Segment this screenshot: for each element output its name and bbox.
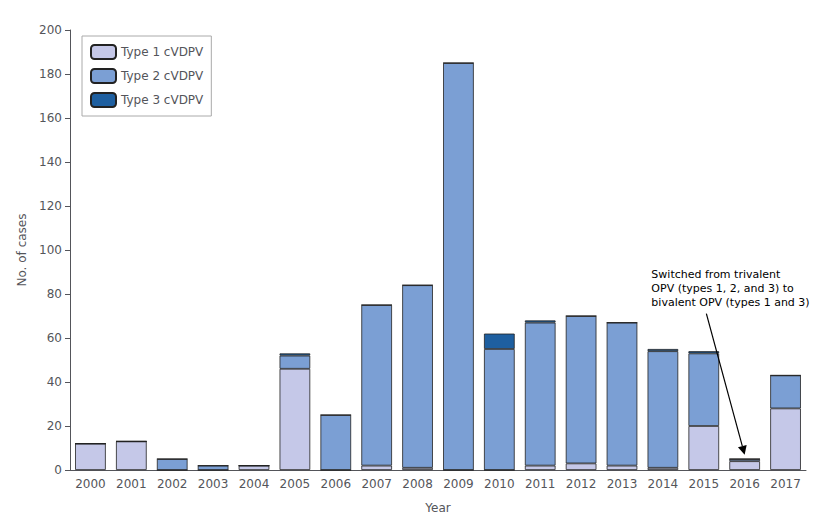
svg-text:2015: 2015 — [689, 477, 720, 491]
svg-text:No. of cases: No. of cases — [15, 214, 29, 287]
svg-text:80: 80 — [47, 287, 62, 301]
svg-text:bivalent OPV (types 1 and 3): bivalent OPV (types 1 and 3) — [651, 296, 809, 309]
svg-text:2017: 2017 — [770, 477, 801, 491]
svg-text:120: 120 — [39, 199, 62, 213]
svg-text:180: 180 — [39, 67, 62, 81]
svg-text:Type 2 cVDPV: Type 2 cVDPV — [120, 69, 204, 83]
svg-text:2009: 2009 — [443, 477, 474, 491]
svg-text:2014: 2014 — [648, 477, 679, 491]
svg-text:160: 160 — [39, 111, 62, 125]
svg-text:Switched from trivalent: Switched from trivalent — [651, 268, 781, 281]
svg-text:2008: 2008 — [402, 477, 433, 491]
svg-text:20: 20 — [47, 419, 62, 433]
svg-text:2013: 2013 — [607, 477, 638, 491]
svg-text:140: 140 — [39, 155, 62, 169]
svg-text:2003: 2003 — [198, 477, 229, 491]
svg-text:Type 1 cVDPV: Type 1 cVDPV — [120, 45, 204, 59]
svg-text:60: 60 — [47, 331, 62, 345]
svg-text:2004: 2004 — [239, 477, 270, 491]
svg-text:2007: 2007 — [361, 477, 392, 491]
svg-text:100: 100 — [39, 243, 62, 257]
svg-text:Type 3 cVDPV: Type 3 cVDPV — [120, 93, 204, 107]
svg-text:2006: 2006 — [321, 477, 352, 491]
svg-text:2016: 2016 — [729, 477, 760, 491]
svg-text:40: 40 — [47, 375, 62, 389]
svg-text:200: 200 — [39, 23, 62, 37]
svg-text:2000: 2000 — [75, 477, 106, 491]
svg-text:0: 0 — [54, 463, 62, 477]
svg-text:2011: 2011 — [525, 477, 556, 491]
svg-text:2010: 2010 — [484, 477, 515, 491]
svg-text:Year: Year — [424, 501, 450, 515]
svg-text:OPV (types 1, 2, and 3) to: OPV (types 1, 2, and 3) to — [651, 282, 794, 295]
svg-text:2005: 2005 — [280, 477, 311, 491]
svg-text:2002: 2002 — [157, 477, 188, 491]
svg-text:2001: 2001 — [116, 477, 147, 491]
svg-text:2012: 2012 — [566, 477, 597, 491]
